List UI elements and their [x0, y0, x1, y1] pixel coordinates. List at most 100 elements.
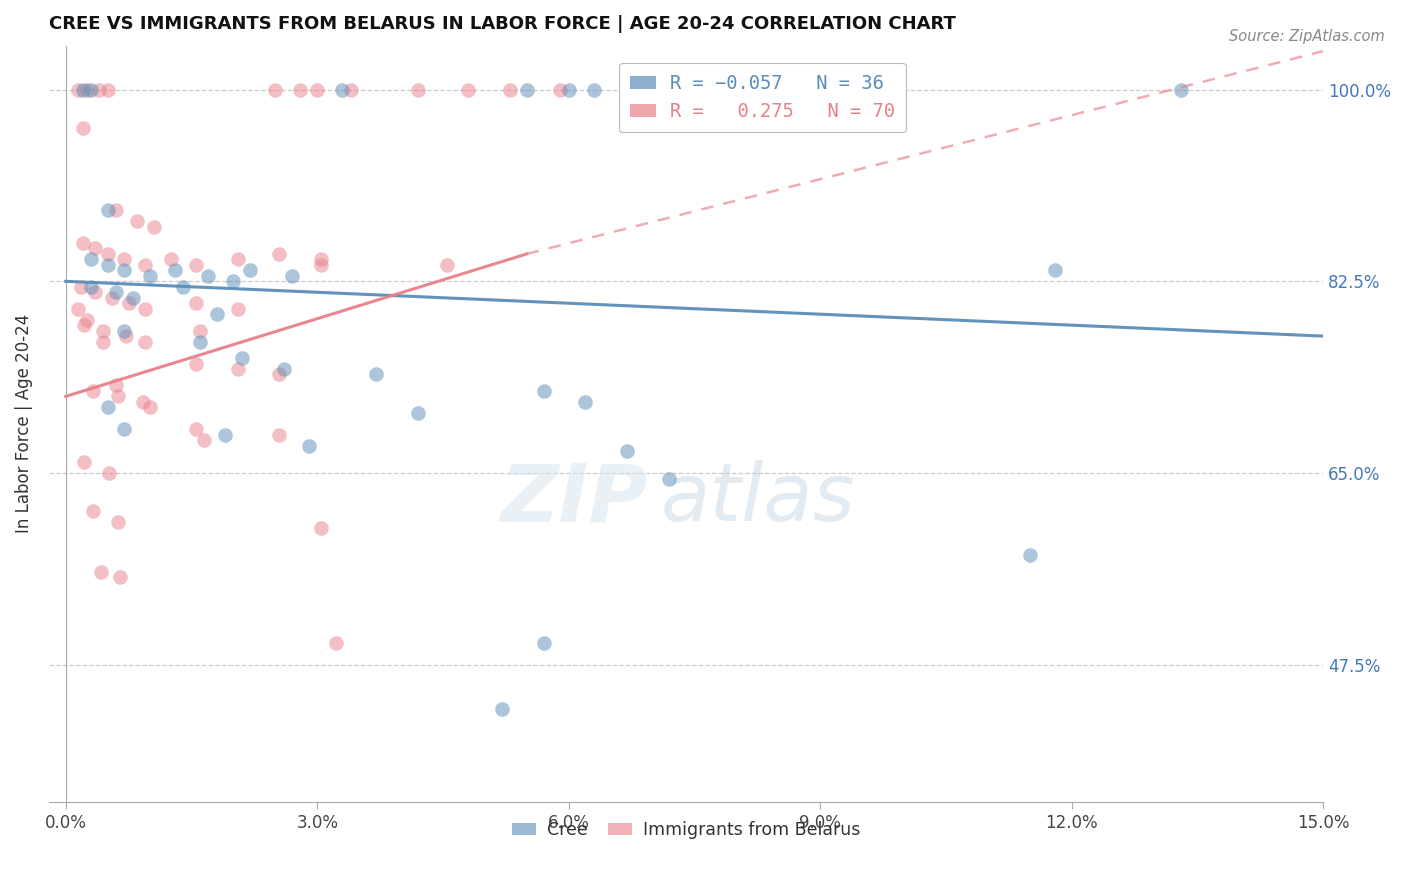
- Point: [184, 296, 207, 310]
- Point: [311, 521, 333, 535]
- Point: [82, 504, 104, 518]
- Point: [105, 285, 128, 300]
- Point: [269, 427, 291, 442]
- Point: [112, 252, 135, 267]
- Point: [725, 82, 748, 96]
- Point: [281, 268, 304, 283]
- Point: [80, 252, 103, 267]
- Point: [159, 252, 181, 267]
- Point: [582, 82, 605, 96]
- Point: [516, 82, 538, 96]
- Point: [1170, 82, 1192, 96]
- Point: [188, 334, 211, 349]
- Point: [73, 318, 96, 333]
- Point: [93, 324, 115, 338]
- Point: [121, 291, 143, 305]
- Point: [110, 570, 132, 584]
- Point: [97, 258, 120, 272]
- Point: [67, 82, 90, 96]
- Point: [406, 82, 429, 96]
- Point: [101, 291, 124, 305]
- Point: [290, 82, 312, 96]
- Point: [80, 82, 103, 96]
- Point: [84, 242, 107, 256]
- Point: [457, 82, 479, 96]
- Point: [134, 301, 156, 316]
- Point: [112, 422, 135, 436]
- Point: [491, 702, 513, 716]
- Point: [231, 351, 253, 365]
- Point: [193, 434, 215, 448]
- Point: [97, 203, 120, 218]
- Point: [205, 307, 228, 321]
- Point: [90, 565, 112, 579]
- Point: [550, 82, 572, 96]
- Point: [112, 263, 135, 277]
- Legend: Cree, Immigrants from Belarus: Cree, Immigrants from Belarus: [505, 814, 868, 847]
- Point: [134, 258, 156, 272]
- Point: [692, 82, 714, 96]
- Point: [311, 258, 333, 272]
- Point: [499, 82, 522, 96]
- Point: [107, 389, 129, 403]
- Point: [172, 280, 194, 294]
- Point: [658, 82, 681, 96]
- Point: [239, 263, 262, 277]
- Point: [325, 636, 347, 650]
- Point: [80, 280, 103, 294]
- Point: [97, 247, 120, 261]
- Point: [364, 368, 387, 382]
- Point: [82, 384, 104, 398]
- Point: [273, 362, 295, 376]
- Point: [557, 82, 579, 96]
- Point: [117, 296, 139, 310]
- Point: [69, 280, 91, 294]
- Point: [163, 263, 186, 277]
- Point: [73, 455, 96, 469]
- Point: [98, 466, 121, 480]
- Text: CREE VS IMMIGRANTS FROM BELARUS IN LABOR FORCE | AGE 20-24 CORRELATION CHART: CREE VS IMMIGRANTS FROM BELARUS IN LABOR…: [49, 15, 956, 33]
- Point: [759, 82, 782, 96]
- Point: [89, 82, 111, 96]
- Y-axis label: In Labor Force | Age 20-24: In Labor Force | Age 20-24: [15, 314, 32, 533]
- Point: [222, 274, 245, 288]
- Point: [107, 516, 129, 530]
- Point: [298, 439, 321, 453]
- Point: [226, 301, 249, 316]
- Point: [533, 384, 555, 398]
- Point: [339, 82, 361, 96]
- Point: [307, 82, 329, 96]
- Point: [269, 368, 291, 382]
- Point: [574, 395, 596, 409]
- Point: [184, 357, 207, 371]
- Point: [406, 406, 429, 420]
- Point: [269, 247, 291, 261]
- Point: [264, 82, 287, 96]
- Point: [184, 422, 207, 436]
- Point: [84, 285, 107, 300]
- Point: [72, 120, 94, 135]
- Point: [67, 301, 90, 316]
- Point: [658, 472, 681, 486]
- Point: [188, 324, 211, 338]
- Point: [97, 401, 120, 415]
- Point: [76, 82, 98, 96]
- Point: [436, 258, 458, 272]
- Text: Source: ZipAtlas.com: Source: ZipAtlas.com: [1229, 29, 1385, 44]
- Point: [197, 268, 219, 283]
- Point: [533, 636, 555, 650]
- Point: [105, 378, 128, 392]
- Point: [97, 82, 120, 96]
- Point: [226, 252, 249, 267]
- Point: [1018, 549, 1040, 563]
- Point: [72, 82, 94, 96]
- Point: [214, 427, 236, 442]
- Point: [115, 329, 138, 343]
- Point: [132, 395, 155, 409]
- Point: [105, 203, 128, 218]
- Point: [1043, 263, 1066, 277]
- Point: [311, 252, 333, 267]
- Point: [332, 82, 354, 96]
- Point: [138, 268, 160, 283]
- Point: [226, 362, 249, 376]
